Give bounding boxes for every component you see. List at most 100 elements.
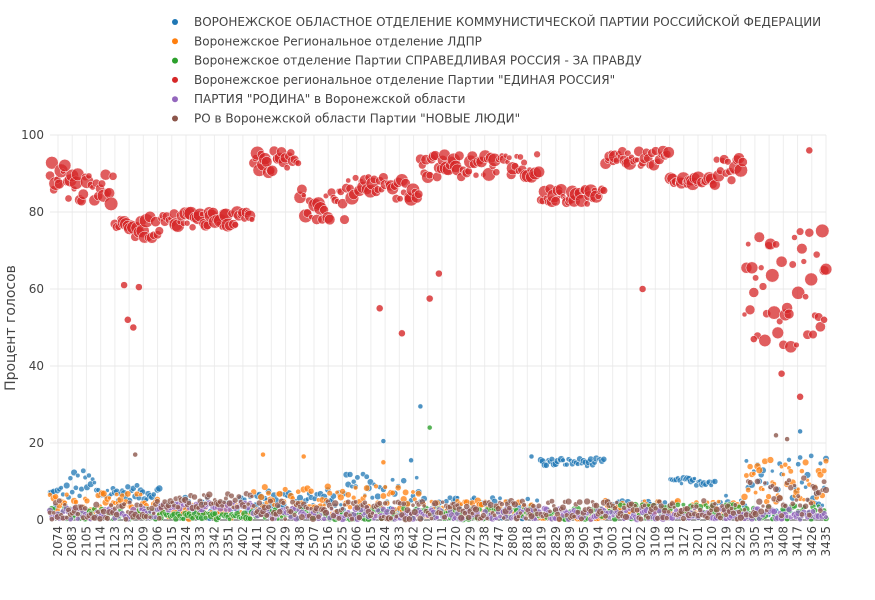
data-point-6	[737, 513, 745, 522]
data-point-6	[795, 493, 801, 499]
data-point-1	[679, 481, 684, 486]
data-point-6	[487, 501, 495, 509]
data-point-6	[614, 500, 620, 505]
data-point-4	[231, 221, 239, 229]
data-point-3-outlier	[426, 424, 433, 431]
data-point-6	[729, 505, 734, 511]
legend-item[interactable]: Воронежское региональное отделение Парти…	[172, 73, 615, 87]
data-point-2	[795, 486, 801, 492]
x-tick-label: 2720	[449, 526, 463, 557]
data-point-2	[755, 466, 763, 474]
data-point-4	[796, 227, 805, 236]
data-point-4	[352, 174, 360, 182]
legend-item[interactable]: Воронежское Региональное отделение ЛДПР	[172, 34, 482, 48]
data-point-6	[634, 507, 641, 514]
data-point-2	[265, 490, 272, 497]
data-point-4	[804, 272, 818, 287]
data-point-6	[249, 494, 255, 499]
x-tick-label: 2429	[279, 526, 293, 557]
data-point-2	[73, 499, 79, 505]
data-point-6	[388, 515, 394, 522]
data-point-6	[191, 493, 198, 501]
data-point-1	[817, 460, 823, 466]
data-point-6	[565, 498, 573, 506]
x-axis-ticks: 2074 2083 2105 2114 2123 2132 2209 2306 2315 2324…	[51, 526, 833, 557]
data-point-6	[806, 511, 813, 519]
data-point-4	[108, 171, 118, 181]
data-point-4	[783, 308, 795, 320]
x-tick-label: 3003	[606, 526, 620, 557]
data-point-6	[353, 499, 359, 505]
data-point-6	[62, 502, 68, 508]
data-point-4	[248, 216, 256, 223]
data-point-2	[822, 458, 830, 465]
x-tick-label: 3109	[648, 526, 662, 557]
x-tick-label: 2747	[492, 526, 506, 557]
data-point-4-outlier	[375, 304, 384, 313]
data-point-4	[804, 227, 815, 238]
data-point-2	[324, 482, 332, 491]
data-point-4	[758, 282, 768, 291]
data-point-6	[583, 497, 591, 506]
data-point-4	[532, 165, 545, 178]
data-point-3	[202, 514, 209, 521]
data-point-6	[256, 499, 263, 507]
data-point-6	[663, 515, 670, 521]
legend-item[interactable]: ВОРОНЕЖСКОЕ ОБЛАСТНОЕ ОТДЕЛЕНИЕ КОММУНИС…	[172, 14, 821, 29]
data-point-6	[547, 508, 553, 514]
data-point-4-outlier	[135, 283, 143, 291]
data-point-4	[517, 153, 524, 161]
data-point-1	[534, 497, 540, 504]
y-tick-label: 0	[36, 513, 44, 527]
data-point-4	[753, 231, 765, 243]
data-point-2	[745, 487, 752, 493]
data-point-1	[808, 453, 815, 459]
legend-item[interactable]: ПАРТИЯ "РОДИНА" в Воронежской области	[172, 92, 465, 106]
data-point-4	[599, 186, 608, 195]
data-point-4	[339, 214, 350, 225]
data-point-1	[497, 495, 503, 501]
data-point-6	[599, 510, 605, 515]
data-point-6	[104, 515, 111, 522]
data-point-6	[411, 508, 419, 516]
data-point-6	[113, 511, 121, 519]
data-point-6	[535, 502, 542, 509]
data-point-6	[772, 485, 780, 493]
data-point-6	[817, 507, 824, 514]
data-point-6	[126, 499, 133, 506]
data-point-6	[282, 516, 288, 522]
data-point-6	[755, 498, 763, 506]
data-point-1	[92, 480, 97, 485]
data-point-6	[622, 513, 630, 521]
legend-item[interactable]: РО в Воронежской области Партии "НОВЫЕ Л…	[172, 112, 520, 126]
data-point-6	[637, 515, 644, 523]
legend[interactable]: ВОРОНЕЖСКОЕ ОБЛАСТНОЕ ОТДЕЛЕНИЕ КОММУНИС…	[172, 14, 821, 126]
data-point-2	[337, 493, 345, 501]
data-point-4	[283, 164, 291, 172]
data-point-1	[770, 468, 775, 474]
data-point-6	[147, 514, 153, 520]
data-point-6	[108, 502, 114, 508]
data-point-6	[732, 502, 738, 508]
data-point-2	[410, 489, 416, 495]
data-point-2	[257, 493, 265, 501]
data-point-2	[746, 463, 754, 470]
data-point-6	[315, 513, 322, 520]
data-point-4	[97, 179, 106, 188]
data-point-6	[421, 503, 427, 509]
legend-item[interactable]: Воронежское отделение Партии СПРАВЕДЛИВА…	[172, 54, 642, 68]
data-point-6	[241, 504, 248, 510]
data-point-2	[781, 472, 786, 477]
data-point-4	[724, 158, 732, 166]
x-tick-label: 2808	[506, 526, 520, 557]
data-point-4	[472, 171, 480, 179]
data-point-4-outlier	[820, 316, 828, 324]
legend-label: РО в Воронежской области Партии "НОВЫЕ Л…	[194, 112, 520, 126]
data-point-6	[121, 501, 127, 507]
x-tick-label: 2114	[94, 526, 108, 557]
x-tick-label: 3118	[663, 526, 677, 557]
data-point-4	[800, 258, 807, 265]
data-point-4	[771, 326, 784, 339]
data-point-3	[279, 514, 284, 520]
y-tick-label: 80	[29, 205, 44, 219]
